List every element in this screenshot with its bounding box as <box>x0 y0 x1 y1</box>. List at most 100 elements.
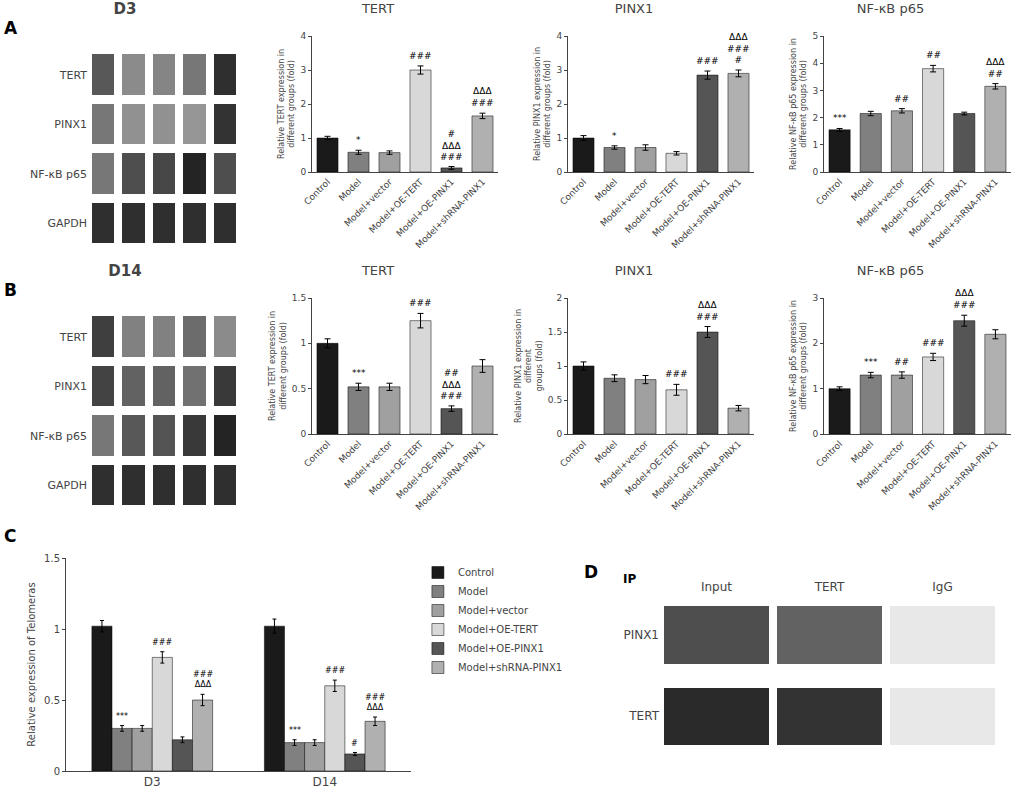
svg-text:Model: Model <box>458 586 488 597</box>
svg-text:Model+vector: Model+vector <box>598 439 650 491</box>
svg-text:Model+OE-PINX1: Model+OE-PINX1 <box>458 643 544 654</box>
svg-text:3: 3 <box>812 86 818 96</box>
svg-text:IP: IP <box>623 572 636 586</box>
svg-text:Model+OE-PINX1: Model+OE-PINX1 <box>394 177 456 239</box>
svg-text:0: 0 <box>812 167 818 177</box>
svg-text:GAPDH: GAPDH <box>48 479 87 492</box>
svg-text:TERT: TERT <box>59 69 88 82</box>
svg-text:Model+shRNA-PINX1: Model+shRNA-PINX1 <box>414 177 487 250</box>
svg-text:##: ## <box>894 94 909 104</box>
svg-text:###ΔΔΔ: ###ΔΔΔ <box>365 693 385 712</box>
svg-text:PINX1: PINX1 <box>615 1 654 16</box>
svg-text:PINX1: PINX1 <box>54 118 87 131</box>
svg-text:#: # <box>351 739 358 748</box>
svg-text:Control: Control <box>558 177 588 207</box>
svg-text:###: ### <box>409 51 432 61</box>
svg-text:PINX1: PINX1 <box>615 263 654 278</box>
svg-text:PINX1: PINX1 <box>623 628 659 642</box>
svg-text:1: 1 <box>812 140 818 150</box>
svg-text:5: 5 <box>812 31 818 41</box>
svg-text:Model+OE-TERT: Model+OE-TERT <box>367 438 425 496</box>
svg-text:0: 0 <box>54 766 60 777</box>
svg-text:Model: Model <box>593 439 619 465</box>
svg-text:Model+OE-TERT: Model+OE-TERT <box>880 176 938 234</box>
svg-text:Model+shRNA-PINX1: Model+shRNA-PINX1 <box>414 439 487 512</box>
svg-text:D: D <box>584 562 598 582</box>
svg-text:##ΔΔΔ###: ##ΔΔΔ### <box>440 368 463 401</box>
svg-text:3: 3 <box>812 293 818 303</box>
svg-text:2: 2 <box>556 293 562 303</box>
svg-text:Model+vector: Model+vector <box>855 439 907 491</box>
svg-text:Model+vector: Model+vector <box>342 439 394 491</box>
svg-text:Model+shRNA-PINX1: Model+shRNA-PINX1 <box>458 662 562 673</box>
svg-text:#ΔΔΔ###: #ΔΔΔ### <box>440 129 463 162</box>
svg-text:Control: Control <box>302 177 332 207</box>
svg-text:Model+vector: Model+vector <box>855 177 907 229</box>
svg-text:TERT: TERT <box>628 709 659 723</box>
svg-text:NF-κB p65: NF-κB p65 <box>30 430 87 443</box>
svg-text:4: 4 <box>812 58 818 68</box>
svg-text:###: ### <box>696 56 719 66</box>
svg-text:***: *** <box>352 368 366 378</box>
svg-text:Model+shRNA-PINX1: Model+shRNA-PINX1 <box>927 439 1000 512</box>
svg-text:IgG: IgG <box>932 580 952 594</box>
svg-text:3: 3 <box>556 65 562 75</box>
svg-text:ΔΔΔ###: ΔΔΔ### <box>696 300 719 322</box>
svg-text:Relative TERT expression indif: Relative TERT expression indifferent gro… <box>268 311 287 421</box>
svg-text:###: ### <box>409 298 432 308</box>
svg-text:3: 3 <box>300 65 306 75</box>
svg-text:##: ## <box>926 50 941 60</box>
svg-text:1.5: 1.5 <box>548 327 562 337</box>
svg-text:0: 0 <box>300 167 306 177</box>
svg-text:*: * <box>356 135 361 145</box>
svg-text:Relative NF-κB p65 expression: Relative NF-κB p65 expression indifferen… <box>789 300 808 432</box>
svg-text:TERT: TERT <box>361 263 394 278</box>
svg-text:Model+OE-PINX1: Model+OE-PINX1 <box>907 177 969 239</box>
svg-text:TERT: TERT <box>814 580 845 594</box>
svg-text:Model+shRNA-PINX1: Model+shRNA-PINX1 <box>670 439 743 512</box>
svg-text:0: 0 <box>300 429 306 439</box>
svg-text:D14: D14 <box>312 775 337 789</box>
svg-text:ΔΔΔ##: ΔΔΔ## <box>986 57 1005 79</box>
svg-text:1: 1 <box>556 133 562 143</box>
svg-text:ΔΔΔ####: ΔΔΔ#### <box>727 32 750 65</box>
svg-text:1.5: 1.5 <box>292 293 306 303</box>
svg-text:Model+OE-TERT: Model+OE-TERT <box>623 438 681 496</box>
svg-text:NF-κB p65: NF-κB p65 <box>30 168 87 181</box>
svg-text:Model: Model <box>337 439 363 465</box>
svg-text:A: A <box>4 18 18 38</box>
svg-text:Model+OE-PINX1: Model+OE-PINX1 <box>907 439 969 501</box>
svg-text:Model+OE-TERT: Model+OE-TERT <box>623 176 681 234</box>
svg-text:***: *** <box>833 113 847 123</box>
svg-text:1: 1 <box>556 361 562 371</box>
svg-text:C: C <box>4 526 16 546</box>
svg-text:##: ## <box>894 357 909 367</box>
svg-text:Relative NF-κB p65 expression: Relative NF-κB p65 expression indifferen… <box>789 38 808 170</box>
svg-text:Input: Input <box>701 580 732 594</box>
svg-text:Control: Control <box>814 439 844 469</box>
svg-text:1: 1 <box>300 338 306 348</box>
svg-text:*: * <box>612 131 617 141</box>
svg-text:D3: D3 <box>144 775 161 789</box>
svg-text:Model+OE-TERT: Model+OE-TERT <box>458 624 539 635</box>
svg-text:Relative expression of Telomer: Relative expression of Telomeras <box>26 582 37 746</box>
svg-text:***: *** <box>289 726 301 735</box>
svg-text:Model+OE-PINX1: Model+OE-PINX1 <box>650 439 712 501</box>
svg-text:0.5: 0.5 <box>548 395 562 405</box>
svg-text:Control: Control <box>302 439 332 469</box>
svg-text:Model+OE-TERT: Model+OE-TERT <box>880 438 938 496</box>
svg-text:Model: Model <box>849 177 875 203</box>
svg-text:###: ### <box>152 638 172 647</box>
svg-text:1: 1 <box>54 624 60 635</box>
svg-text:1: 1 <box>812 384 818 394</box>
svg-text:1.5: 1.5 <box>44 553 60 564</box>
svg-text:Model+vector: Model+vector <box>342 177 394 229</box>
svg-text:Model+OE-PINX1: Model+OE-PINX1 <box>394 439 456 501</box>
svg-text:Relative PINX1 expression indi: Relative PINX1 expression indifferentgro… <box>514 309 544 423</box>
svg-text:###: ### <box>665 369 688 379</box>
svg-text:2: 2 <box>812 113 818 123</box>
svg-text:Control: Control <box>458 567 494 578</box>
svg-text:2: 2 <box>812 338 818 348</box>
svg-text:PINX1: PINX1 <box>54 380 87 393</box>
svg-text:4: 4 <box>556 31 562 41</box>
